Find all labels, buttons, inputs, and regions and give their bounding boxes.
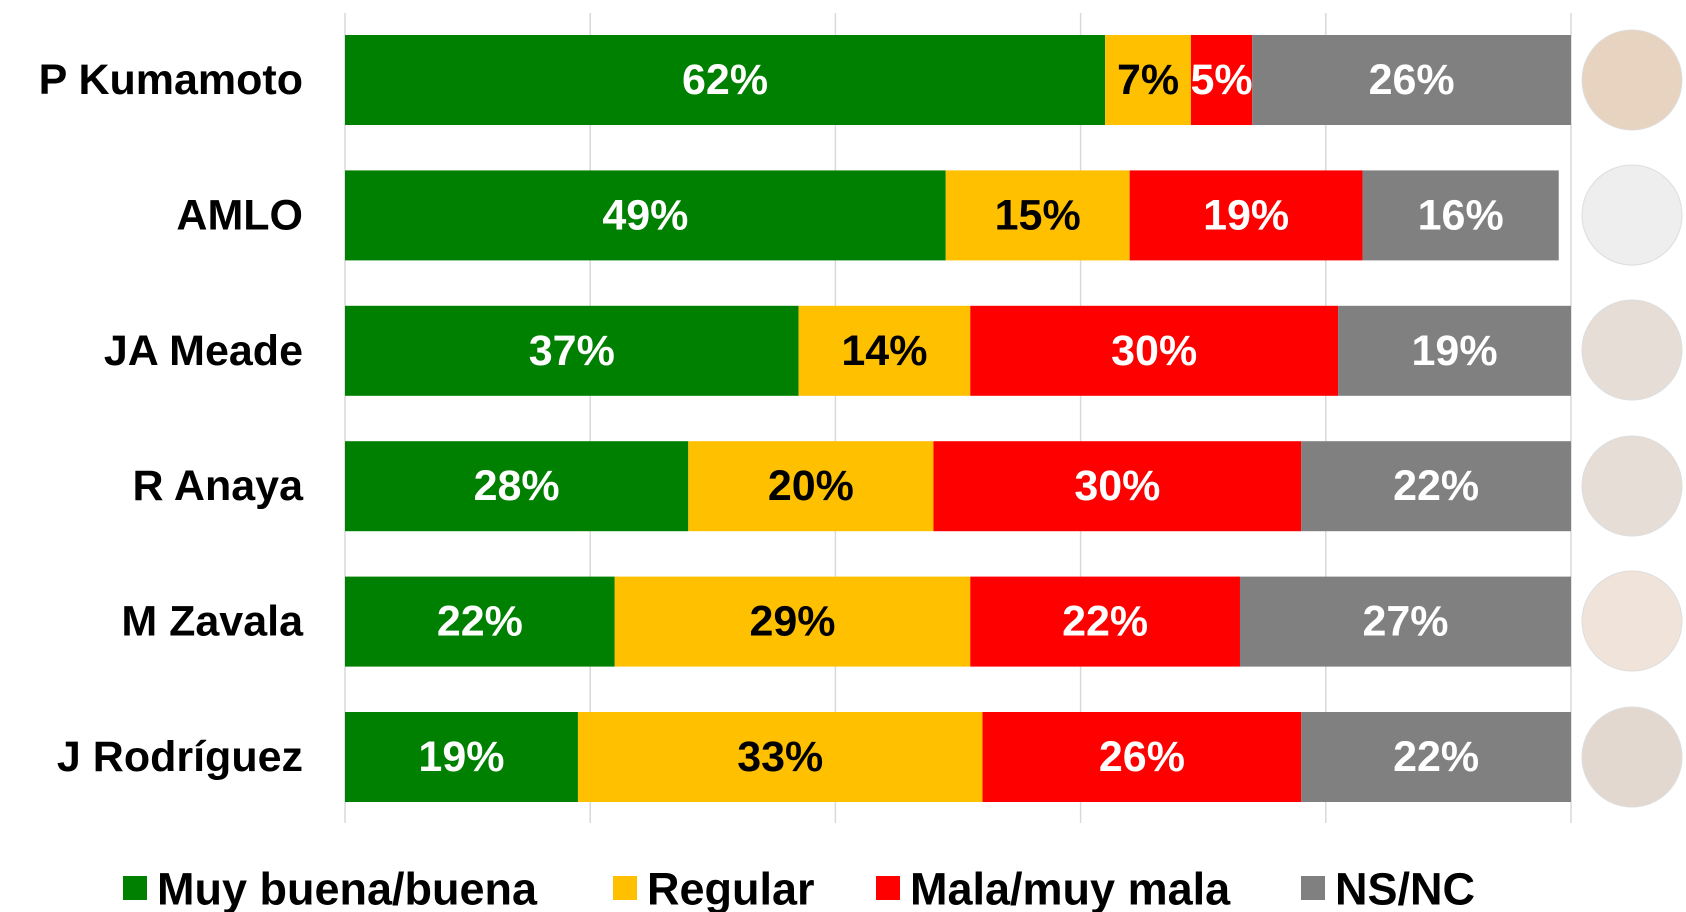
photo	[1582, 300, 1682, 400]
data-label: 28%	[474, 462, 560, 510]
legend-label: Mala/muy mala	[910, 864, 1231, 912]
data-label: 29%	[749, 598, 835, 646]
legend-swatch	[123, 876, 147, 900]
legend-label: Muy buena/buena	[157, 864, 538, 912]
data-label: 62%	[682, 56, 768, 104]
legend-swatch	[876, 876, 900, 900]
photo	[1582, 165, 1682, 265]
data-label: 15%	[995, 191, 1081, 239]
data-label: 30%	[1111, 327, 1197, 375]
data-label: 16%	[1418, 191, 1504, 239]
data-label: 19%	[418, 733, 504, 781]
data-label: 33%	[737, 733, 823, 781]
data-label: 49%	[602, 191, 688, 239]
category-label: AMLO	[176, 191, 303, 239]
data-label: 7%	[1117, 56, 1179, 104]
data-label: 22%	[1062, 598, 1148, 646]
legend: Muy buena/buena Regular Mala/muy mala NS/NC	[123, 864, 1475, 912]
data-label: 27%	[1362, 598, 1448, 646]
data-label: 19%	[1203, 191, 1289, 239]
legend-swatch	[1301, 876, 1325, 900]
data-label: 22%	[1393, 733, 1479, 781]
photo	[1582, 707, 1682, 807]
data-label: 22%	[437, 598, 523, 646]
photo	[1582, 30, 1682, 130]
data-label: 5%	[1191, 56, 1253, 104]
data-label: 19%	[1411, 327, 1497, 375]
data-label: 14%	[841, 327, 927, 375]
legend-label: NS/NC	[1335, 864, 1475, 912]
data-label: 26%	[1099, 733, 1185, 781]
data-label: 22%	[1393, 462, 1479, 510]
data-label: 37%	[529, 327, 615, 375]
photo	[1582, 436, 1682, 536]
category-label: J Rodríguez	[57, 733, 303, 781]
data-label: 20%	[768, 462, 854, 510]
category-label: JA Meade	[104, 327, 303, 375]
legend-label: Regular	[647, 864, 815, 912]
photo	[1582, 571, 1682, 671]
category-label: R Anaya	[133, 462, 305, 510]
page: {"chart_data": {"type": "stacked-barh", …	[0, 0, 1686, 912]
legend-swatch	[613, 876, 637, 900]
photos	[1582, 30, 1682, 807]
category-label: M Zavala	[121, 598, 304, 646]
chart: P Kumamoto 62% 7%5% 26% AMLO 49% 15% 19% 16% JA M…	[0, 0, 1686, 912]
data-label: 26%	[1369, 56, 1455, 104]
data-label: 30%	[1074, 462, 1160, 510]
category-label: P Kumamoto	[39, 56, 303, 104]
